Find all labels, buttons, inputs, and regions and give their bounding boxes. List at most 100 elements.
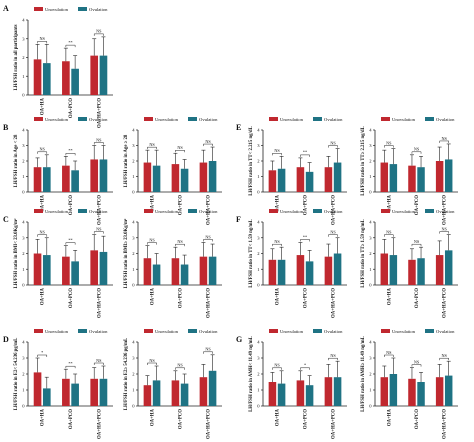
bar-ovulation-0: [389, 374, 398, 406]
significance-bracket: [439, 357, 449, 361]
legend-label-1: Ovulation: [436, 329, 455, 334]
bar-unovulation-1: [296, 255, 305, 285]
x-tick-label: OA+HA+PCO: [332, 409, 337, 439]
y-tick-label: 1: [132, 267, 135, 272]
y-tick-label: 4: [257, 220, 260, 225]
significance-label: NS: [149, 237, 155, 242]
y-tick-label: 4: [132, 128, 135, 133]
significance-bracket: [147, 242, 157, 245]
bar-ovulation-1: [180, 264, 189, 285]
y-tick-label: 2: [132, 159, 135, 164]
x-tick-label: OA+HA+PCO: [97, 409, 102, 439]
legend-swatch-0: [269, 117, 278, 121]
y-tick-label: 4: [22, 220, 25, 225]
y-tick-label: 0: [132, 283, 135, 288]
bar-ovulation-0: [42, 167, 51, 192]
significance-label: **: [303, 150, 307, 155]
legend-swatch-1: [188, 209, 197, 213]
significance-label: NS: [414, 147, 420, 152]
legend-label-1: Ovulation: [89, 7, 108, 12]
bar-unovulation-0: [380, 377, 389, 406]
y-tick-label: 3: [132, 235, 135, 240]
legend-label-0: Unovulation: [280, 117, 304, 122]
significance-label: NS: [96, 137, 102, 142]
bar-unovulation-0: [33, 253, 42, 285]
bar-ovulation-0: [277, 168, 286, 192]
bar-ovulation-2: [333, 253, 342, 285]
significance-bracket: [203, 239, 213, 242]
bar-unovulation-0: [143, 385, 152, 406]
bar-ovulation-2: [333, 162, 342, 192]
y-tick-label: 3: [257, 356, 260, 361]
x-tick-label: OA+PCO: [304, 409, 309, 429]
significance-bracket: [300, 367, 310, 370]
legend-swatch-1: [313, 329, 322, 333]
bar-unovulation-2: [435, 377, 444, 406]
y-tick-label: 3: [132, 356, 135, 361]
y-tick-label: 3: [369, 235, 372, 240]
legend-swatch-1: [313, 209, 322, 213]
significance-label: NS: [205, 139, 211, 144]
y-tick-label: 1: [369, 388, 372, 393]
significance-label: NS: [414, 239, 420, 244]
y-tick-label: 1: [22, 74, 25, 79]
legend-label-1: Ovulation: [324, 209, 343, 214]
y-tick-label: 2: [22, 159, 25, 164]
significance-label: NS: [39, 230, 45, 235]
legend-swatch-0: [144, 209, 153, 213]
bar-ovulation-2: [444, 159, 453, 192]
x-tick-label: OA+PCO: [179, 288, 184, 308]
x-tick-label: OA+HA: [41, 194, 46, 212]
significance-bracket: [328, 145, 338, 148]
bar-ovulation-0: [42, 388, 51, 406]
y-tick-label: 4: [369, 340, 372, 345]
significance-bracket: [65, 365, 76, 369]
bar-unovulation-2: [90, 159, 99, 192]
significance-bracket: [93, 362, 104, 365]
bar-unovulation-2: [435, 255, 444, 285]
bar-unovulation-1: [171, 164, 180, 192]
legend-label-0: Unovulation: [155, 329, 179, 334]
panel-letter: G: [236, 335, 242, 344]
significance-bracket: [65, 242, 76, 245]
chart-panel-3: C Unovulation Ovulation 0 1 2 3 4LH/FSH ratio i…: [3, 209, 113, 318]
bar-ovulation-1: [71, 68, 79, 95]
bar-unovulation-0: [143, 258, 152, 285]
y-tick-label: 4: [22, 18, 25, 23]
y-axis-label: LH/FSH ratio in Age < 28: [14, 134, 19, 187]
x-tick-label: OA+HA+PCO: [443, 195, 448, 225]
y-tick-label: 2: [369, 251, 372, 256]
bar-unovulation-1: [62, 256, 70, 285]
legend-label-1: Ovulation: [324, 117, 343, 122]
bar-unovulation-2: [324, 167, 333, 192]
bar-ovulation-2: [99, 159, 108, 192]
bar-ovulation-2: [208, 370, 217, 406]
x-tick-label: OA+HA+PCO: [332, 288, 337, 318]
legend-swatch-1: [78, 117, 87, 121]
y-tick-label: 2: [22, 372, 25, 377]
significance-bracket: [65, 153, 76, 156]
significance-bracket: [93, 33, 104, 36]
significance-label: NS: [441, 226, 447, 231]
x-tick-label: OA+HA+PCO: [97, 288, 102, 318]
legend-swatch-1: [313, 117, 322, 121]
x-tick-label: OA+HA+PCO: [207, 288, 212, 318]
y-tick-label: 2: [132, 251, 135, 256]
y-tick-label: 1: [257, 388, 260, 393]
y-tick-label: 3: [22, 235, 25, 240]
bar-unovulation-1: [62, 165, 70, 192]
bar-ovulation-1: [71, 383, 79, 406]
y-axis-label: LH/FSH ratio in Age ≥ 28: [124, 134, 129, 187]
legend-label-1: Ovulation: [199, 209, 218, 214]
bar-unovulation-0: [33, 372, 42, 406]
significance-bracket: [65, 44, 76, 48]
bar-unovulation-2: [90, 378, 99, 406]
bar-unovulation-1: [296, 380, 305, 406]
bar-ovulation-2: [444, 250, 453, 285]
legend-swatch-1: [425, 209, 434, 213]
significance-bracket: [272, 367, 282, 370]
significance-bracket: [411, 364, 422, 367]
x-tick-label: OA+HA+PCO: [443, 409, 448, 439]
y-tick-label: 4: [257, 340, 260, 345]
panel-letter: C: [3, 215, 9, 224]
